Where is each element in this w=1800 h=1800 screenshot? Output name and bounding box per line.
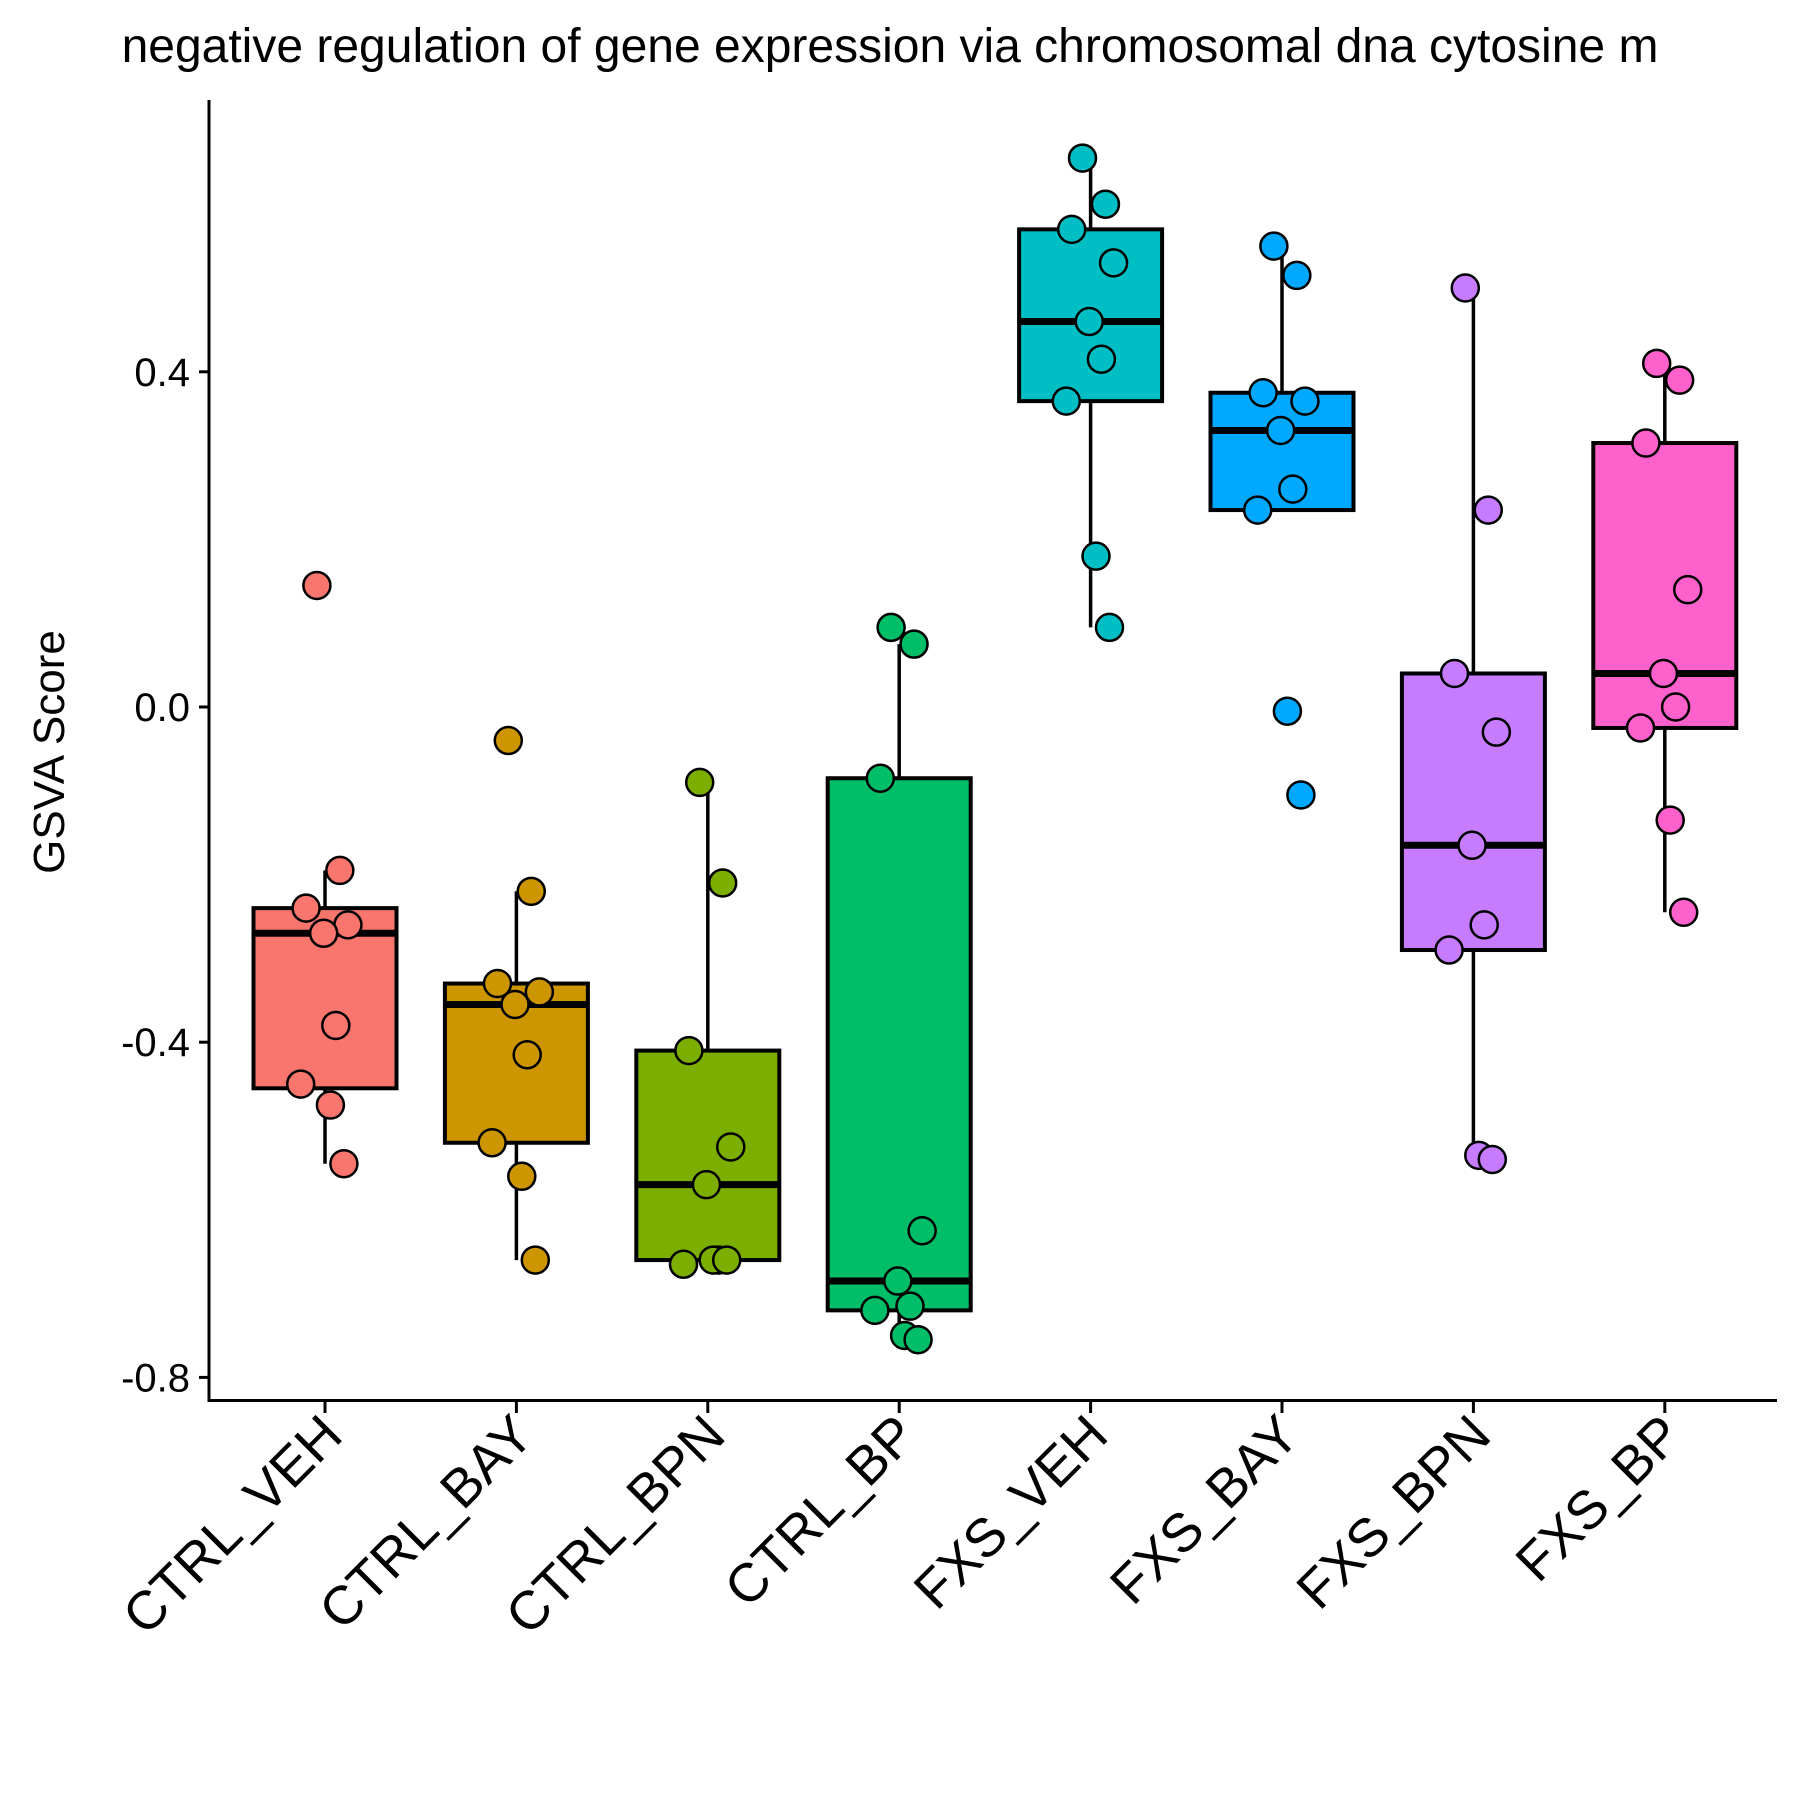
data-point	[691, 1169, 722, 1200]
data-point	[1631, 428, 1661, 458]
data-point	[895, 1291, 925, 1321]
data-point	[333, 910, 363, 940]
box-group-ctrl-bpn	[634, 767, 782, 1280]
data-point	[1282, 260, 1312, 291]
data-point	[1242, 495, 1273, 525]
data-point	[1469, 910, 1499, 940]
x-tick-label: CTRL_BP	[713, 1404, 927, 1618]
x-tick-label: FXS_BAY	[1099, 1404, 1311, 1616]
box-group-ctrl-bay	[442, 725, 590, 1275]
chart-title: negative regulation of gene expression v…	[122, 20, 1659, 73]
data-point	[1473, 495, 1503, 525]
data-point	[1648, 658, 1679, 689]
data-point	[1290, 386, 1320, 416]
data-point	[876, 612, 906, 643]
data-point	[1090, 189, 1121, 219]
y-axis-ticks: -0.8 -0.4 0.0 0.4	[121, 351, 209, 1400]
data-point	[1477, 1144, 1508, 1175]
data-point	[1074, 306, 1104, 337]
data-point	[315, 1090, 346, 1120]
box-group-ctrl-bp	[825, 612, 973, 1355]
y-tick-label: 0.4	[134, 351, 190, 395]
data-point	[482, 968, 513, 999]
data-point	[1081, 541, 1111, 571]
y-tick-label: -0.4	[121, 1021, 190, 1065]
box-iqr	[1591, 441, 1739, 730]
data-point	[865, 763, 896, 793]
data-point	[1286, 780, 1316, 810]
data-point	[512, 1040, 542, 1070]
data-point	[674, 1035, 704, 1066]
y-tick-label: 0.0	[134, 686, 190, 730]
data-point	[1641, 348, 1672, 379]
x-tick-label: FXS_BP	[1504, 1404, 1693, 1593]
box-iqr	[825, 776, 973, 1313]
data-point	[321, 1010, 351, 1041]
data-point	[1272, 696, 1303, 726]
data-point	[516, 876, 546, 907]
data-point	[1655, 805, 1685, 835]
x-tick-label: FXS_VEH	[903, 1404, 1119, 1620]
data-point	[1265, 415, 1296, 446]
data-point	[707, 868, 738, 898]
x-axis-ticks: CTRL_VEHCTRL_BAYCTRL_BPNCTRL_BPFXS_VEHFX…	[112, 1402, 1693, 1646]
data-point	[1457, 830, 1487, 861]
data-point	[1660, 692, 1691, 722]
data-point	[1259, 231, 1289, 261]
box-iqr	[1399, 671, 1547, 953]
data-point	[524, 977, 555, 1007]
data-point	[903, 1324, 933, 1355]
data-point	[1094, 612, 1125, 643]
data-point	[325, 855, 355, 886]
data-point	[291, 893, 321, 923]
data-point	[1248, 378, 1278, 408]
box-iqr	[634, 1048, 782, 1263]
data-point	[500, 989, 530, 1020]
data-point	[308, 918, 339, 949]
data-point	[285, 1069, 316, 1099]
data-point	[1668, 897, 1699, 928]
data-point	[1664, 365, 1695, 395]
data-point	[899, 629, 929, 659]
box-group-fxs-veh	[1017, 143, 1165, 643]
data-point	[883, 1266, 913, 1296]
data-point	[329, 1148, 359, 1179]
data-point	[1673, 574, 1703, 605]
data-point	[716, 1132, 746, 1162]
data-point	[860, 1295, 890, 1326]
data-point	[302, 570, 332, 601]
data-point	[477, 1128, 507, 1158]
data-point	[1434, 935, 1464, 965]
data-point	[520, 1245, 551, 1275]
data-point	[684, 767, 715, 798]
y-axis-label: GSVA Score	[25, 630, 74, 874]
plot-area	[251, 143, 1739, 1355]
box-group-fxs-bp	[1591, 348, 1739, 928]
data-point	[493, 725, 524, 756]
data-point	[1481, 717, 1512, 747]
data-point	[711, 1245, 742, 1275]
data-point	[1625, 713, 1656, 743]
box-group-ctrl-veh	[251, 570, 399, 1179]
box-iqr	[442, 981, 590, 1145]
box-group-fxs-bpn	[1399, 273, 1547, 1175]
y-tick-label: -0.8	[121, 1356, 190, 1400]
data-point	[1086, 344, 1117, 374]
x-tick-label: CTRL_VEH	[112, 1404, 354, 1646]
data-point	[1278, 474, 1308, 504]
data-point	[1056, 214, 1087, 245]
data-point	[507, 1161, 537, 1192]
data-point	[668, 1249, 699, 1280]
data-point	[1439, 658, 1470, 689]
data-point	[1098, 248, 1129, 278]
x-tick-label: FXS_BPN	[1285, 1404, 1501, 1620]
data-point	[1450, 273, 1481, 303]
box-group-fxs-bay	[1208, 231, 1356, 810]
data-point	[1067, 143, 1098, 173]
data-point	[1051, 386, 1082, 416]
data-point	[907, 1216, 937, 1246]
